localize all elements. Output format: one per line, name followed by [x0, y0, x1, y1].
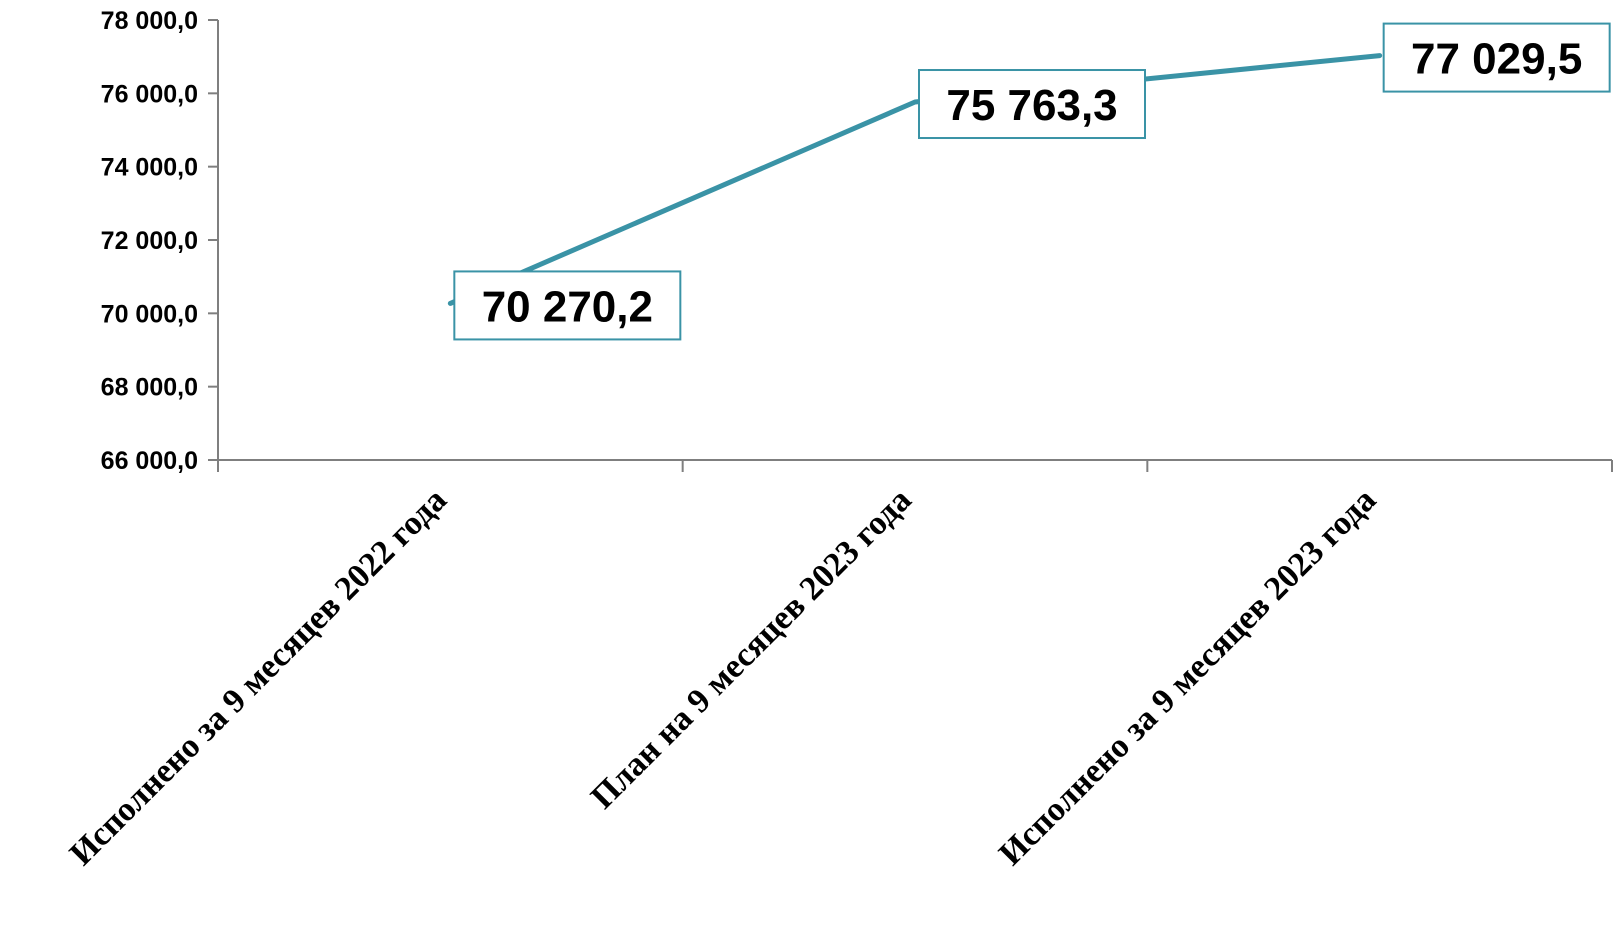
- x-category-label: План на 9 месяцев 2023 года: [584, 481, 919, 816]
- y-tick-label: 68 000,0: [101, 374, 198, 402]
- y-tick-label: 74 000,0: [101, 154, 198, 182]
- data-label: 70 270,2: [482, 282, 653, 331]
- series-line: [447, 53, 1383, 306]
- data-label: 75 763,3: [946, 81, 1117, 130]
- y-tick-label: 72 000,0: [101, 227, 198, 255]
- y-tick-label: 78 000,0: [101, 7, 198, 35]
- data-label-box: [453, 270, 682, 341]
- x-category-label: Исполнено за 9 месяцев 2023 года: [992, 481, 1383, 872]
- data-label-box: [1382, 22, 1611, 93]
- x-category-label: Исполнено за 9 месяцев 2022 года: [63, 481, 454, 872]
- y-axis: 66 000,0 68 000,0 70 000,0 72 000,0 74 000,0…: [101, 7, 219, 475]
- data-label: 77 029,5: [1411, 35, 1582, 84]
- series-group: [447, 53, 1383, 306]
- y-tick-label: 70 000,0: [101, 300, 198, 328]
- data-labels-group: 70 270,2 75 763,3 77 029,5: [453, 22, 1611, 341]
- y-tick-label: 76 000,0: [101, 80, 198, 108]
- y-tick-label: 66 000,0: [101, 447, 198, 475]
- data-label-box: [918, 69, 1146, 140]
- x-axis: Исполнено за 9 месяцев 2022 года План на …: [63, 459, 1613, 873]
